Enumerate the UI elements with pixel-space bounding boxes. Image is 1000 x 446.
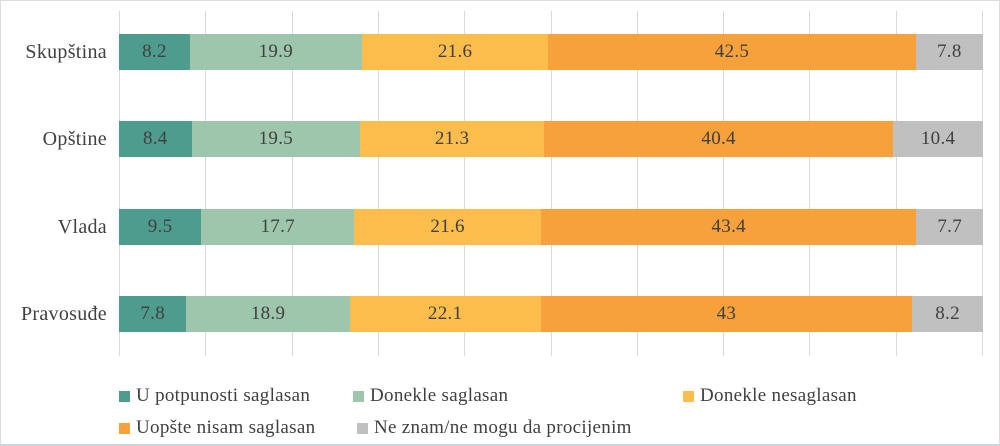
bar-segment: 19.9 xyxy=(189,34,362,70)
bar-segment: 43 xyxy=(540,296,913,332)
legend-item: U potpunosti saglasan xyxy=(119,385,311,406)
legend-swatch-icon xyxy=(119,422,130,434)
legend-swatch-icon xyxy=(683,390,694,402)
gridline xyxy=(551,11,552,356)
bar-segment: 19.5 xyxy=(191,121,361,157)
bar-segment: 21.3 xyxy=(360,121,545,157)
legend-swatch-icon xyxy=(357,422,368,434)
gridline xyxy=(292,11,293,356)
bar-segment: 7.7 xyxy=(916,209,983,245)
gridline xyxy=(896,11,897,356)
gridline xyxy=(723,11,724,356)
legend-label: Uopšte nisam saglasan xyxy=(136,417,316,438)
category-label: Opštine xyxy=(42,127,107,150)
bar-segment: 22.1 xyxy=(349,296,541,332)
legend-item: Donekle nesaglasan xyxy=(683,385,857,406)
gridline xyxy=(809,11,810,356)
legend-item: Donekle saglasan xyxy=(353,385,509,406)
legend-label: Donekle nesaglasan xyxy=(700,385,857,406)
gridline xyxy=(119,11,120,356)
bar-segment: 18.9 xyxy=(186,296,350,332)
bar-row: 9.5 17.7 21.6 43.4 7.7 xyxy=(119,209,983,245)
bar-row: 7.8 18.9 22.1 43 8.2 xyxy=(119,296,983,332)
category-label: Vlada xyxy=(57,215,107,238)
plot-area xyxy=(119,11,983,356)
bar-segment: 9.5 xyxy=(119,209,202,245)
bar-segment: 8.4 xyxy=(119,121,192,157)
gridline xyxy=(637,11,638,356)
gridline xyxy=(464,11,465,356)
category-label: Pravosuđe xyxy=(20,302,107,325)
bar-segment: 7.8 xyxy=(915,34,983,70)
legend-swatch-icon xyxy=(119,390,130,402)
legend-swatch-icon xyxy=(353,390,364,402)
category-label: Skupština xyxy=(25,40,107,63)
bar-segment: 21.6 xyxy=(361,34,549,70)
bar-segment: 42.5 xyxy=(548,34,916,70)
bar-row: 8.2 19.9 21.6 42.5 7.8 xyxy=(119,34,983,70)
legend-item: Uopšte nisam saglasan xyxy=(119,417,316,438)
bar-segment: 10.4 xyxy=(893,121,984,157)
legend-label: Donekle saglasan xyxy=(370,385,509,406)
legend-label: U potpunosti saglasan xyxy=(136,385,311,406)
legend-label: Ne znam/ne mogu da procijenim xyxy=(374,417,632,438)
gridline xyxy=(205,11,206,356)
bar-segment: 21.6 xyxy=(354,209,542,245)
gridline xyxy=(378,11,379,356)
bar-segment: 40.4 xyxy=(544,121,894,157)
legend-item: Ne znam/ne mogu da procijenim xyxy=(357,417,632,438)
bar-segment: 8.2 xyxy=(119,34,190,70)
bar-row: 8.4 19.5 21.3 40.4 10.4 xyxy=(119,121,984,157)
bar-segment: 43.4 xyxy=(541,209,917,245)
bar-segment: 7.8 xyxy=(119,296,187,332)
gridline xyxy=(982,11,983,356)
bar-segment: 8.2 xyxy=(912,296,983,332)
bar-segment: 17.7 xyxy=(201,209,355,245)
